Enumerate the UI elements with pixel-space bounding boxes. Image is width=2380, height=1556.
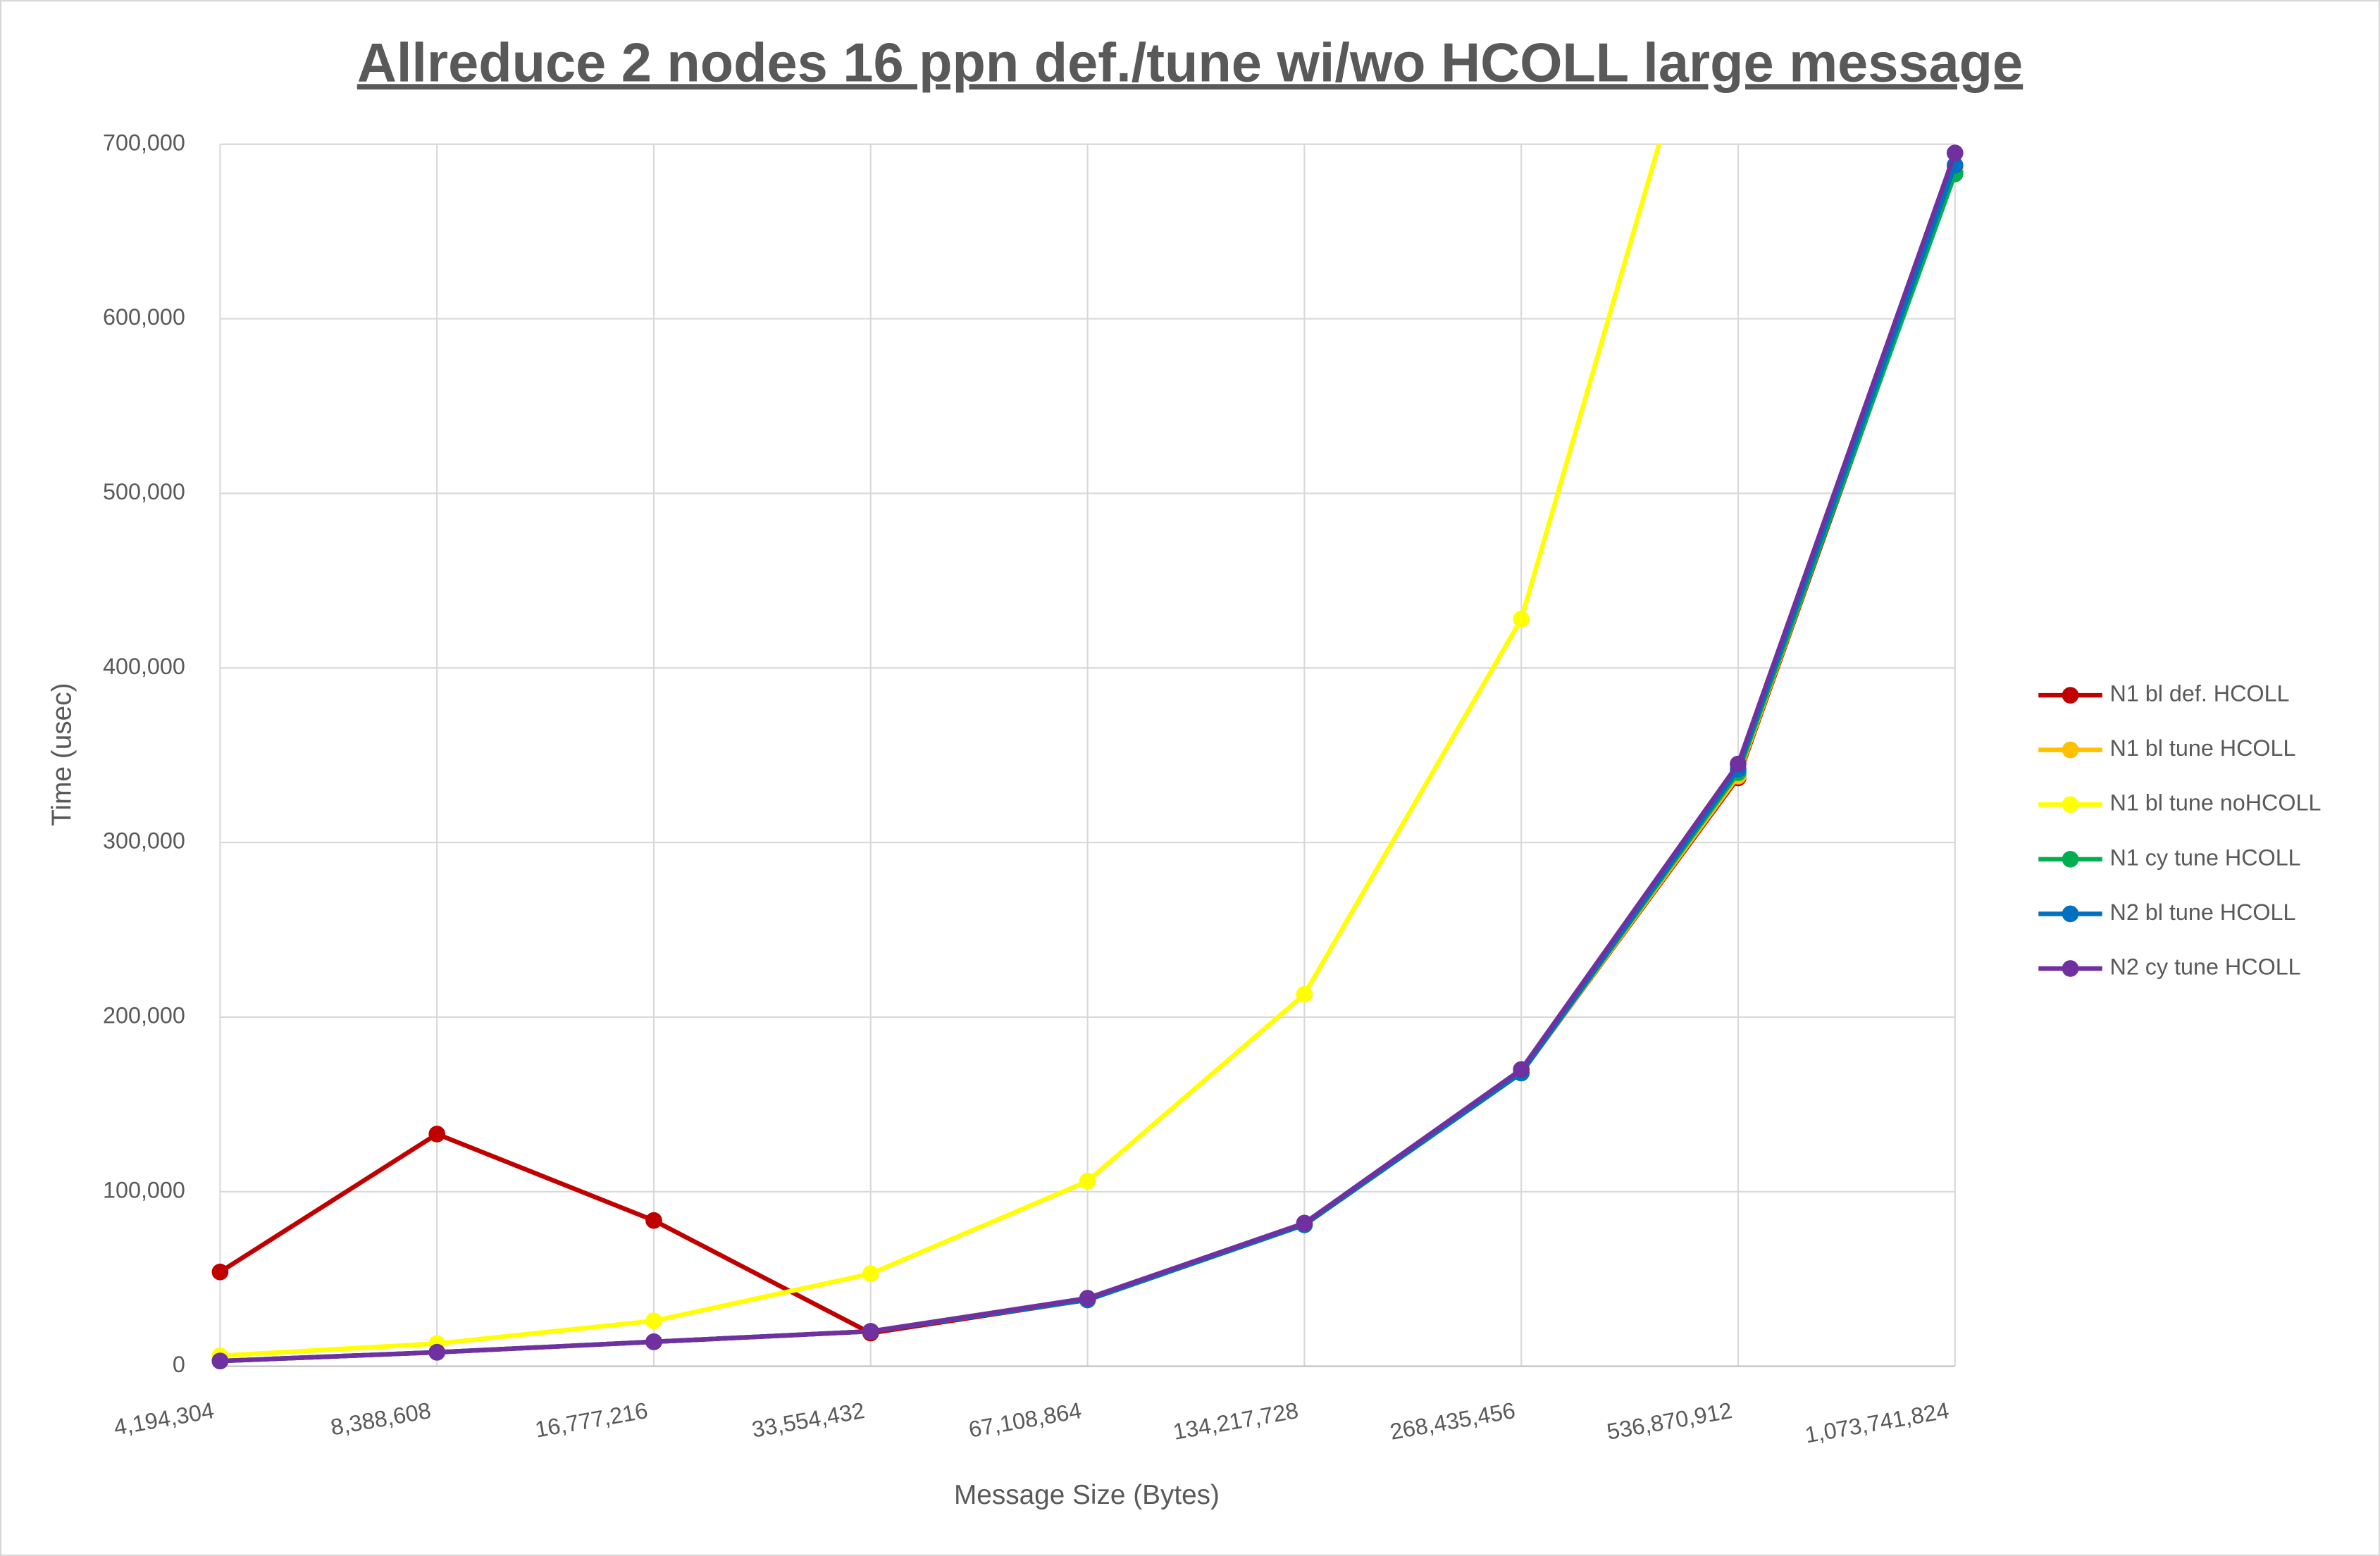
x-axis-title: Message Size (Bytes): [954, 1480, 1220, 1510]
plot-area: [211, 144, 1964, 1370]
legend-label: N1 cy tune HCOLL: [2110, 845, 2301, 870]
data-point: [645, 1312, 662, 1330]
legend-label: N2 bl tune HCOLL: [2110, 900, 2296, 925]
data-point: [1513, 1061, 1530, 1078]
data-point: [211, 1352, 229, 1370]
data-point: [1946, 144, 1964, 161]
data-point: [428, 1126, 446, 1143]
legend-label: N1 bl tune HCOLL: [2110, 735, 2296, 761]
legend-marker: [2062, 960, 2079, 977]
data-point: [428, 1343, 446, 1361]
data-point: [1730, 755, 1747, 773]
y-tick-label: 400,000: [103, 654, 185, 679]
data-point: [1079, 1290, 1096, 1307]
legend-label: N1 bl def. HCOLL: [2110, 681, 2290, 707]
legend-marker: [2062, 741, 2079, 759]
legend-marker: [2062, 905, 2079, 923]
y-tick-label: 500,000: [103, 479, 185, 504]
y-axis-title: Time (usec): [47, 683, 78, 826]
legend-marker: [2062, 687, 2079, 704]
legend: N1 bl def. HCOLL N1 bl tune HCOLL N1 bl tu…: [2038, 681, 2321, 980]
data-point: [211, 1263, 229, 1281]
data-point: [645, 1212, 662, 1229]
y-tick-label: 200,000: [103, 1002, 185, 1028]
legend-marker: [2062, 850, 2079, 868]
legend-marker: [2062, 796, 2079, 814]
data-point: [862, 1323, 879, 1340]
data-point: [1513, 611, 1530, 628]
y-tick-label: 0: [173, 1352, 185, 1377]
data-point: [1296, 985, 1313, 1003]
y-tick-label: 600,000: [103, 304, 185, 330]
data-point: [645, 1333, 662, 1350]
data-point: [862, 1265, 879, 1283]
chart-title: Allreduce 2 nodes 16 ppn def./tune wi/wo…: [357, 32, 2023, 93]
y-tick-label: 100,000: [103, 1177, 185, 1202]
data-point: [1296, 1214, 1313, 1232]
y-tick-label: 700,000: [103, 130, 185, 155]
data-point: [1079, 1173, 1096, 1190]
legend-label: N1 bl tune noHCOLL: [2110, 790, 2322, 816]
y-tick-label: 300,000: [103, 828, 185, 854]
legend-label: N2 cy tune HCOLL: [2110, 954, 2301, 979]
